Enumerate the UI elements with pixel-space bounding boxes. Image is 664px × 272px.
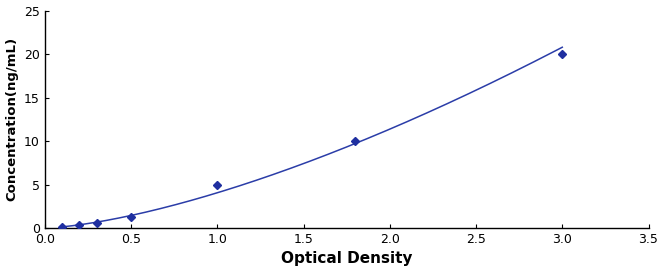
X-axis label: Optical Density: Optical Density: [281, 251, 412, 267]
Y-axis label: Concentration(ng/mL): Concentration(ng/mL): [5, 37, 19, 201]
